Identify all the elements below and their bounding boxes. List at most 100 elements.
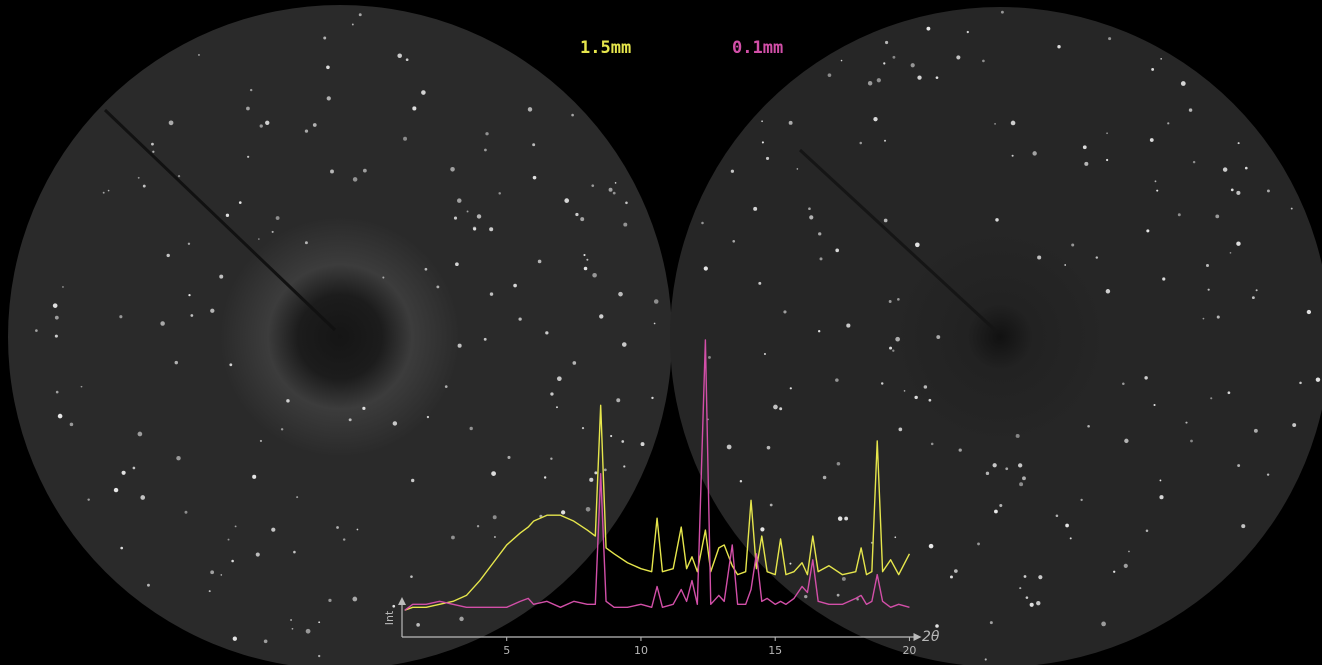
spot	[753, 207, 757, 211]
spot	[564, 198, 569, 203]
x-axis-label: 2θ	[922, 629, 940, 645]
spot	[550, 458, 552, 460]
spot	[789, 121, 793, 125]
spot	[265, 121, 269, 125]
x-tick-label: 10	[634, 644, 648, 657]
spot	[770, 504, 773, 507]
spot	[103, 192, 105, 194]
spot	[1151, 68, 1154, 71]
spot	[556, 406, 558, 408]
spot	[740, 480, 742, 482]
spot	[392, 605, 395, 608]
spot	[762, 141, 764, 143]
spot	[893, 56, 896, 59]
spot	[143, 185, 146, 188]
spot	[35, 329, 38, 332]
spot	[1267, 189, 1270, 192]
spot	[229, 363, 232, 366]
spot	[835, 249, 839, 253]
spot	[1087, 425, 1090, 428]
spot	[87, 498, 89, 500]
spot	[1056, 514, 1059, 517]
page: {"chart_data": {"type": "line", "x_label…	[0, 0, 1322, 665]
spot	[594, 471, 597, 474]
spot	[956, 55, 960, 59]
spot	[1036, 601, 1040, 605]
spot	[532, 143, 535, 146]
spot	[1016, 434, 1020, 438]
spot	[264, 639, 268, 643]
spot	[327, 96, 331, 100]
spot	[233, 637, 237, 641]
spot	[178, 175, 180, 177]
spot	[152, 151, 154, 153]
spot	[766, 157, 769, 160]
spot	[484, 338, 487, 341]
spot	[276, 216, 280, 220]
spot	[258, 238, 260, 240]
spot	[838, 516, 842, 520]
spot	[140, 495, 145, 500]
spot	[470, 427, 473, 430]
spot	[122, 471, 126, 475]
spot	[889, 347, 892, 350]
spot	[1146, 529, 1149, 532]
spot	[828, 73, 832, 77]
spot	[219, 275, 223, 279]
spot	[809, 215, 813, 219]
spot	[982, 60, 985, 63]
spot	[924, 385, 927, 388]
spot	[70, 423, 74, 427]
spot	[436, 285, 439, 288]
spot	[889, 300, 892, 303]
spot	[292, 628, 294, 630]
spot	[592, 273, 597, 278]
spot	[1084, 162, 1088, 166]
spot	[1064, 264, 1066, 266]
spot	[758, 282, 761, 285]
spot	[421, 90, 426, 95]
spot	[410, 575, 413, 578]
spot	[1155, 180, 1157, 182]
spot	[498, 192, 500, 194]
spot	[1241, 524, 1245, 528]
spot	[701, 222, 704, 225]
spot	[550, 392, 553, 395]
spot	[457, 198, 462, 203]
spot	[166, 254, 169, 257]
spot	[837, 462, 841, 466]
spot	[260, 440, 262, 442]
spot	[704, 266, 708, 270]
spot	[823, 476, 827, 480]
spot	[954, 569, 958, 573]
spot	[1032, 151, 1036, 155]
spot	[1206, 264, 1209, 267]
spot	[731, 170, 734, 173]
spot	[986, 472, 989, 475]
spot	[1307, 310, 1311, 314]
spot	[445, 385, 448, 388]
spot	[1106, 132, 1108, 134]
spot	[477, 525, 479, 527]
spot	[484, 149, 487, 152]
spot	[281, 428, 283, 430]
spot	[935, 624, 939, 628]
spot	[1038, 575, 1042, 579]
spot	[260, 124, 263, 127]
spot	[621, 440, 624, 443]
spot	[454, 217, 457, 220]
spot	[1128, 551, 1130, 553]
spot	[55, 316, 59, 320]
spot	[1113, 571, 1115, 573]
spot	[250, 89, 252, 91]
spot	[382, 277, 384, 279]
spot	[305, 129, 308, 132]
spot	[1122, 383, 1125, 386]
spot	[977, 543, 980, 546]
spot	[926, 27, 930, 31]
spot	[1065, 524, 1069, 528]
spot	[1106, 289, 1110, 293]
x-tick-label: 5	[503, 644, 510, 657]
y-axis-label: Int	[383, 610, 396, 625]
spot	[881, 382, 883, 384]
